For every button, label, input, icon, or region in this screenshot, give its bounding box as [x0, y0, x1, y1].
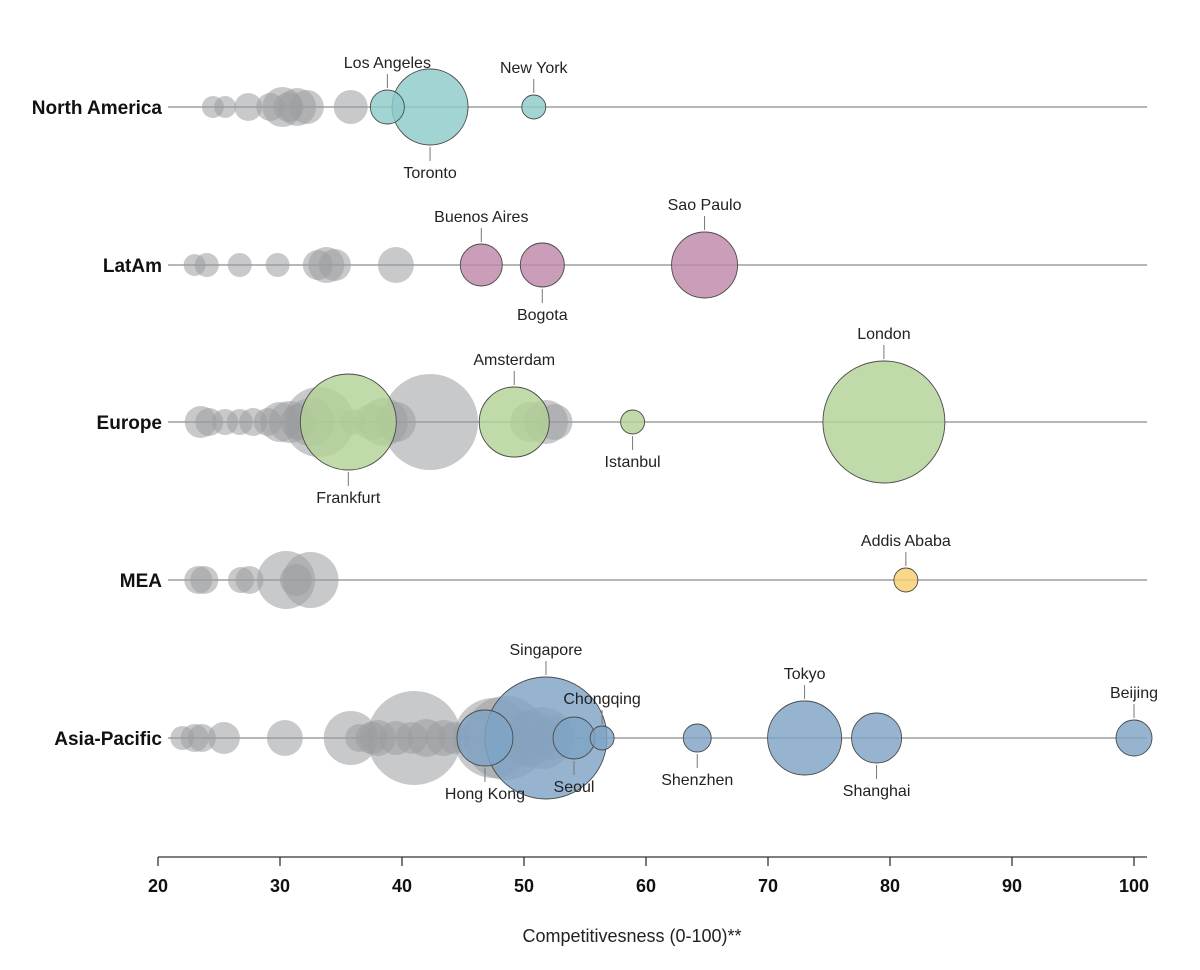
city-label-istanbul: Istanbul — [605, 454, 661, 471]
city-bubble-frankfurt — [299, 373, 397, 471]
region-row-mea: MEA Addis Ababa — [120, 533, 1147, 609]
gray-city-bubble — [333, 90, 368, 124]
x-tick-label: 90 — [1002, 876, 1022, 896]
x-tick-label: 50 — [514, 876, 534, 896]
region-label: LatAm — [103, 256, 162, 277]
region-label: MEA — [120, 571, 163, 592]
x-axis-title: Competitivesness (0-100)** — [522, 926, 741, 946]
x-tick-label: 40 — [392, 876, 412, 896]
city-bubble-addis-ababa — [893, 567, 919, 593]
city-label-frankfurt: Frankfurt — [316, 490, 381, 507]
city-bubble-bogota — [519, 242, 565, 288]
city-bubble-seoul — [552, 716, 596, 760]
gray-city-bubble — [214, 96, 237, 118]
x-axis-ticks: 20 30 40 50 60 70 80 90 100 — [148, 857, 1149, 896]
city-label-buenos-aires: Buenos Aires — [434, 209, 528, 226]
gray-city-bubble — [318, 249, 351, 281]
city-label-london: London — [857, 326, 910, 343]
region-row-asia-pacific: Asia-Pacific Hong Kong Singapore Seoul Chong… — [54, 642, 1158, 803]
region-rows: North America Los Angeles Toronto New York L… — [32, 55, 1158, 803]
region-label: Asia-Pacific — [54, 729, 162, 750]
gray-city-bubble — [207, 722, 240, 754]
gray-city-bubble — [234, 93, 263, 121]
city-label-seoul: Seoul — [554, 779, 595, 796]
x-tick-label: 70 — [758, 876, 778, 896]
x-tick-label: 60 — [636, 876, 656, 896]
gray-city-bubble — [227, 253, 252, 277]
city-label-sao-paulo: Sao Paulo — [668, 197, 742, 214]
city-bubble-hong-kong — [456, 709, 514, 767]
city-label-amsterdam: Amsterdam — [473, 352, 555, 369]
region-row-europe: Europe Frankfurt Amsterdam Istanbul London — [97, 326, 1147, 507]
city-label-new-york: New York — [500, 60, 569, 77]
city-label-shanghai: Shanghai — [843, 783, 911, 800]
x-tick-label: 20 — [148, 876, 168, 896]
city-bubble-buenos-aires — [459, 243, 503, 287]
gray-city-bubble — [235, 566, 264, 594]
x-tick-label: 80 — [880, 876, 900, 896]
city-label-toronto: Toronto — [403, 165, 456, 182]
city-label-los-angeles: Los Angeles — [344, 55, 431, 72]
x-tick-label: 30 — [270, 876, 290, 896]
city-bubble-istanbul — [620, 409, 646, 435]
city-bubble-new-york — [521, 94, 547, 120]
gray-city-bubble — [265, 253, 290, 277]
city-label-shenzhen: Shenzhen — [661, 772, 733, 789]
region-label: Europe — [97, 413, 162, 434]
gray-city-bubble — [289, 90, 324, 124]
city-bubble-sao-paulo — [671, 231, 739, 299]
x-tick-label: 100 — [1119, 876, 1149, 896]
city-bubble-tokyo — [767, 700, 843, 776]
gray-city-bubble — [190, 566, 219, 594]
city-bubble-shenzhen — [682, 723, 712, 753]
city-label-bogota: Bogota — [517, 307, 568, 324]
city-label-singapore: Singapore — [509, 642, 582, 659]
city-bubble-chongqing — [589, 725, 615, 751]
city-bubble-london — [822, 360, 946, 484]
gray-city-bubble — [266, 720, 303, 756]
city-label-tokyo: Tokyo — [784, 666, 826, 683]
region-row-north-america: North America Los Angeles Toronto New York — [32, 55, 1147, 182]
gray-city-bubble — [282, 552, 339, 608]
city-bubble-beijing — [1115, 719, 1153, 757]
city-bubble-los-angeles — [369, 89, 405, 125]
city-bubble-amsterdam — [478, 386, 550, 458]
gray-city-bubble — [382, 374, 479, 470]
region-row-latam: LatAm Buenos Aires Bogota Sao Paulo — [103, 197, 1147, 324]
city-label-addis-ababa: Addis Ababa — [861, 533, 951, 550]
gray-city-bubble — [187, 724, 216, 752]
city-label-beijing: Beijing — [1110, 685, 1158, 702]
city-label-hong-kong: Hong Kong — [445, 786, 525, 803]
gray-city-bubble — [377, 247, 414, 283]
x-axis: 20 30 40 50 60 70 80 90 100 Competitivesness (0-… — [148, 856, 1149, 946]
city-label-chongqing: Chongqing — [563, 691, 640, 708]
region-label: North America — [32, 98, 163, 119]
city-bubble-shanghai — [851, 712, 903, 764]
gray-city-bubble — [194, 253, 219, 277]
